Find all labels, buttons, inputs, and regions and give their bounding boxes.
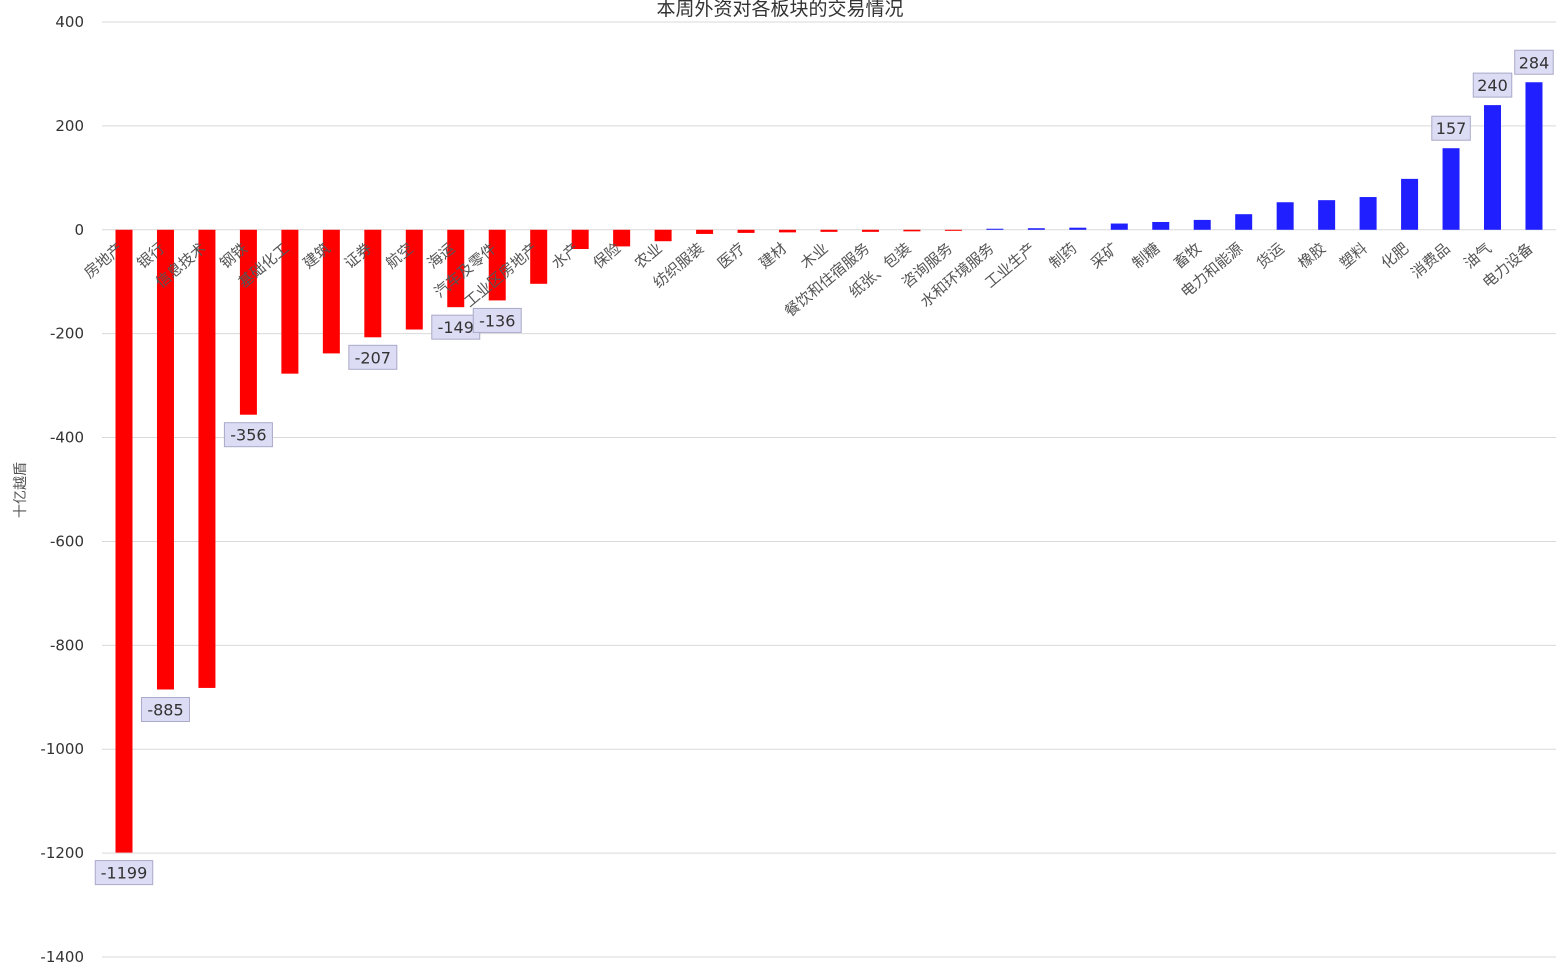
- bar: [1318, 200, 1336, 230]
- x-tick-label: 畜牧: [1170, 239, 1205, 272]
- data-label: 240: [1472, 72, 1513, 98]
- data-label-box: [348, 344, 398, 370]
- bar: [613, 229, 631, 247]
- data-label-text: 240: [1477, 76, 1508, 95]
- bar: [1401, 178, 1419, 230]
- x-tick-label: 制药: [1046, 239, 1081, 272]
- data-label-box: [1514, 49, 1554, 75]
- bar: [115, 229, 133, 853]
- bar: [488, 229, 506, 301]
- bar: [779, 229, 797, 233]
- x-tick-label: 制糖: [1129, 239, 1164, 272]
- data-label-text: -885: [147, 700, 183, 719]
- x-tick-label: 医疗: [714, 239, 749, 272]
- data-label-text: -136: [479, 311, 515, 330]
- x-tick-label: 化肥: [1378, 239, 1413, 272]
- data-label-text: -1199: [101, 864, 148, 883]
- y-tick-label: 400: [55, 13, 84, 31]
- bar: [1442, 148, 1460, 230]
- data-label-box: [223, 422, 273, 448]
- y-tick-label: -1200: [40, 844, 84, 862]
- y-tick-label: -600: [50, 532, 84, 550]
- data-label: 284: [1514, 49, 1554, 75]
- bar: [1110, 223, 1128, 230]
- y-tick-label: 200: [55, 117, 84, 135]
- x-tick-label: 塑料: [1336, 239, 1371, 272]
- data-label-box: [140, 696, 190, 722]
- x-tick-label: 橡胶: [1295, 239, 1330, 272]
- bar: [1525, 82, 1543, 230]
- bar: [1027, 228, 1045, 230]
- y-axis-label: 十亿越盾: [13, 462, 29, 518]
- data-label: 157: [1431, 115, 1471, 141]
- bar: [405, 229, 423, 330]
- y-tick-label: -400: [50, 429, 84, 447]
- bar: [696, 229, 714, 234]
- y-tick-labels: 400 200 0 -200 -400 -600 -800 -1000 -1200 -1400: [40, 13, 84, 966]
- x-tick-label: 木业: [797, 239, 832, 272]
- bar: [156, 229, 174, 690]
- data-labels: -1199 -885 -356 -207 -149 -136 157 240 284: [94, 49, 1554, 886]
- data-label: -207: [348, 344, 398, 370]
- bar: [903, 229, 921, 232]
- bar: [322, 229, 340, 354]
- bars: [115, 82, 1543, 853]
- bar: [1359, 197, 1377, 230]
- data-label-text: -149: [438, 318, 474, 337]
- data-label-box: [94, 860, 154, 886]
- data-label-box: [1472, 72, 1513, 98]
- x-tick-label: 采矿: [1087, 239, 1122, 272]
- bar: [364, 229, 382, 338]
- bar: [198, 229, 216, 688]
- bar: [1276, 202, 1294, 230]
- data-label: -149: [431, 314, 481, 340]
- y-tick-label: 0: [74, 221, 84, 239]
- bar: [1152, 221, 1170, 230]
- bar: [820, 229, 838, 232]
- bar: [1193, 219, 1211, 230]
- data-label-text: 157: [1436, 119, 1467, 138]
- bar: [737, 229, 755, 233]
- data-label-text: -356: [230, 426, 266, 445]
- grid-lines: [102, 21, 1556, 958]
- data-label-box: [1431, 115, 1471, 141]
- x-tick-label: 消费品: [1408, 239, 1454, 282]
- bar: [1484, 105, 1502, 230]
- bar: [654, 229, 672, 242]
- y-tick-label: -1400: [40, 948, 84, 966]
- y-tick-label: -800: [50, 636, 84, 654]
- x-tick-label: 货运: [1253, 239, 1288, 272]
- data-label: -356: [223, 422, 273, 448]
- bar: [944, 229, 962, 231]
- chart-title: 本周外资对各板块的交易情况: [656, 0, 904, 20]
- bar: [861, 229, 879, 232]
- bar: [447, 229, 465, 308]
- data-label: -885: [140, 696, 190, 722]
- data-label-text: 284: [1519, 53, 1550, 72]
- bar: [1069, 227, 1087, 230]
- bar: [986, 228, 1004, 230]
- bar: [281, 229, 299, 374]
- bar: [1235, 214, 1253, 230]
- x-tick-label: 建材: [756, 239, 791, 272]
- data-label-box: [472, 307, 522, 333]
- x-tick-label: 油气: [1461, 239, 1496, 272]
- bar: [239, 229, 257, 415]
- data-label: -136: [472, 307, 522, 333]
- y-tick-label: -1000: [40, 740, 84, 758]
- data-label: -1199: [94, 860, 154, 886]
- data-label-text: -207: [355, 348, 391, 367]
- y-tick-label: -200: [50, 325, 84, 343]
- x-tick-label: 农业: [631, 239, 666, 272]
- bar: [571, 229, 589, 249]
- bar: [530, 229, 548, 284]
